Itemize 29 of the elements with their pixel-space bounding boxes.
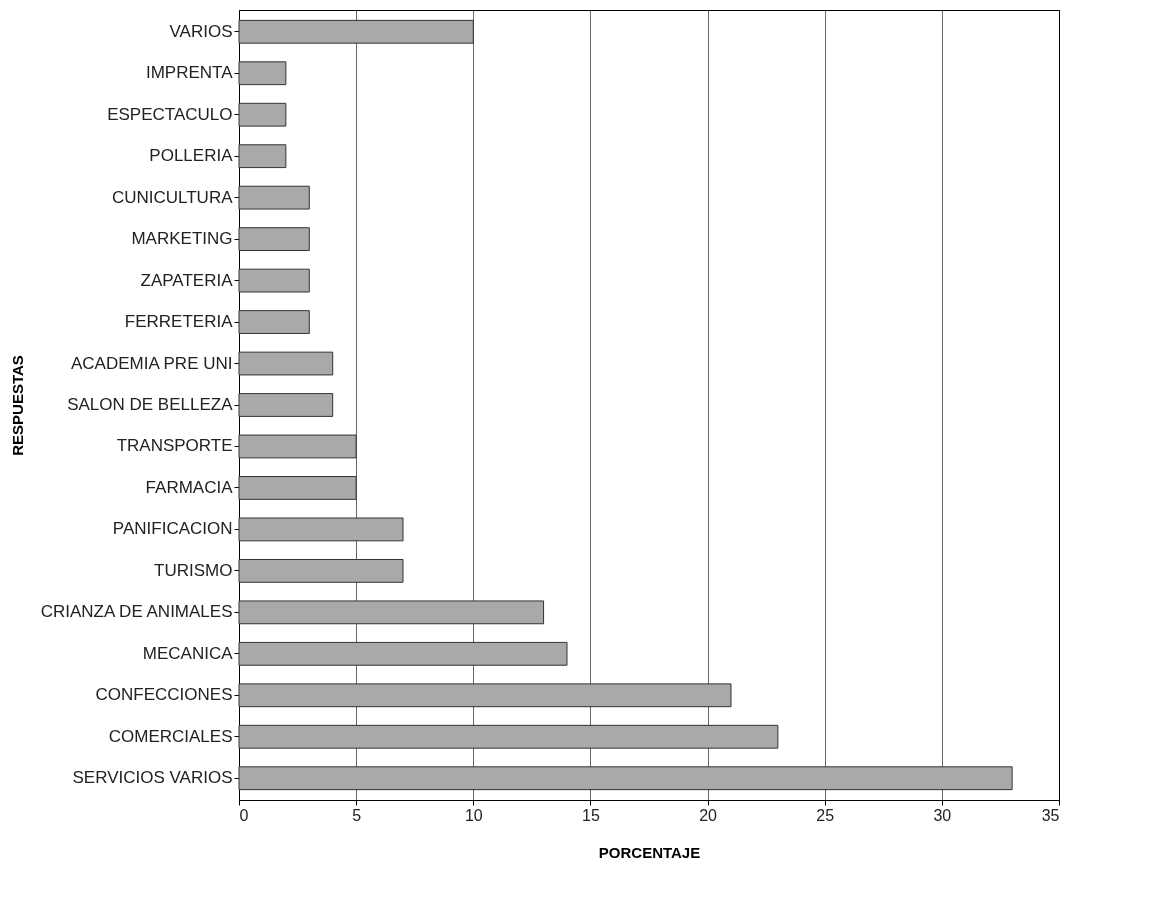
y-tick-label: ZAPATERIA [140,270,234,290]
x-tick-label: 0 [239,806,249,824]
y-tick-label: VARIOS [169,21,233,41]
y-axis-title: RESPUESTAS [8,355,26,456]
y-tick-label: CONFECCIONES [95,685,233,705]
y-tick-label: SERVICIOS VARIOS [72,768,233,788]
y-tick-label: MECANICA [142,643,234,663]
y-tick-label: FARMACIA [145,477,234,497]
y-tick-label: IMPRENTA [145,63,234,83]
y-tick-label: TURISMO [154,560,233,580]
y-tick-label: ACADEMIA PRE UNI [70,353,233,373]
y-tick-label: TRANSPORTE [116,436,233,456]
x-tick-label: 20 [699,806,718,824]
x-axis-title: PORCENTAJE [598,843,701,861]
x-tick-label: 15 [582,806,600,824]
x-tick-label: 25 [816,806,835,824]
y-tick-label: FERRETERIA [124,312,234,332]
y-tick-label: SALON DE BELLEZA [67,395,234,414]
x-tick-label: 5 [352,806,362,824]
y-tick-label: ESPECTACULO [107,104,233,124]
y-tick-label: PANIFICACION [112,519,233,539]
y-tick-label: MARKETING [131,229,233,249]
x-tick-label: 35 [1041,806,1060,824]
y-tick-label: COMERCIALES [108,726,233,746]
y-tick-label: POLLERIA [149,146,234,166]
x-tick-label: 30 [933,806,952,824]
x-tick-label: 10 [464,806,483,824]
y-tick-label: CUNICULTURA [111,187,234,207]
y-tick-label: CRIANZA DE ANIMALES [40,602,233,622]
